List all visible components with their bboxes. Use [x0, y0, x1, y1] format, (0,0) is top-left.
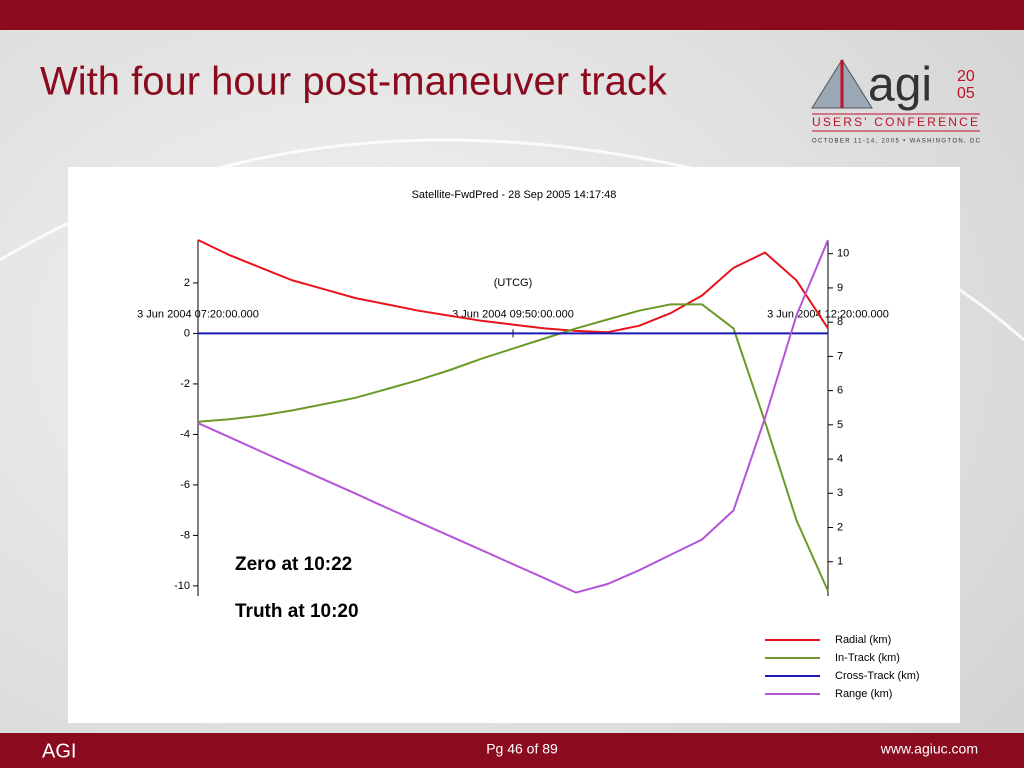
chart-title: Satellite-FwdPred - 28 Sep 2005 14:17:48: [412, 189, 617, 201]
y-tick-label: -2: [180, 378, 190, 390]
y2-tick-label: 5: [837, 419, 843, 431]
logo-mark: agi: [868, 59, 932, 112]
series-line: [197, 239, 829, 334]
logo: agi 20 05 USERS' CONFERENCE OCTOBER 11-1…: [811, 59, 981, 145]
y2-tick-label: 3: [837, 487, 843, 499]
series-line: [197, 239, 829, 594]
y2-tick-label: 4: [837, 453, 843, 465]
footer-url: www.agiuc.com: [880, 741, 978, 757]
top-bar: [0, 0, 1024, 30]
legend-label: Radial (km): [835, 634, 891, 646]
chart: Satellite-FwdPred - 28 Sep 2005 14:17:48…: [137, 189, 919, 700]
y2-tick-label: 10: [837, 248, 849, 260]
slide-title: With four hour post-maneuver track: [40, 60, 668, 104]
footer-page: Pg 46 of 89: [486, 741, 558, 757]
y2-tick-label: 6: [837, 385, 843, 397]
y2-tick-label: 9: [837, 282, 843, 294]
y-tick-label: -6: [180, 479, 190, 491]
y2-tick-label: 8: [837, 316, 843, 328]
logo-year: 20: [957, 68, 975, 85]
x-tick-label: 3 Jun 2004 09:50:00.000: [452, 308, 574, 320]
series-line: [197, 303, 829, 592]
footer-bar: [0, 733, 1024, 768]
y2-tick-label: 7: [837, 350, 843, 362]
x-tick-label: 3 Jun 2004 07:20:00.000: [137, 308, 259, 320]
legend-label: In-Track (km): [835, 652, 900, 664]
x-tick-label: 3 Jun 2004 12:20:00.000: [767, 308, 889, 320]
chart-panel: [68, 167, 960, 723]
legend-label: Cross-Track (km): [835, 670, 920, 682]
logo-year: 05: [957, 85, 975, 102]
annotation: Zero at 10:22: [235, 554, 352, 575]
logo-dates: OCTOBER 11-14, 2005 • WASHINGTON, DC: [812, 139, 981, 145]
y-tick-label: -10: [174, 580, 190, 592]
y2-tick-label: 1: [837, 556, 843, 568]
footer-left: AGI: [42, 740, 76, 762]
annotation: Truth at 10:20: [235, 601, 359, 622]
y-tick-label: -4: [180, 428, 190, 440]
y-tick-label: 0: [184, 327, 190, 339]
legend-label: Range (km): [835, 688, 892, 700]
y-tick-label: 2: [184, 277, 190, 289]
y-tick-label: -8: [180, 529, 190, 541]
y2-tick-label: 2: [837, 521, 843, 533]
x-axis-label: (UTCG): [494, 277, 533, 289]
